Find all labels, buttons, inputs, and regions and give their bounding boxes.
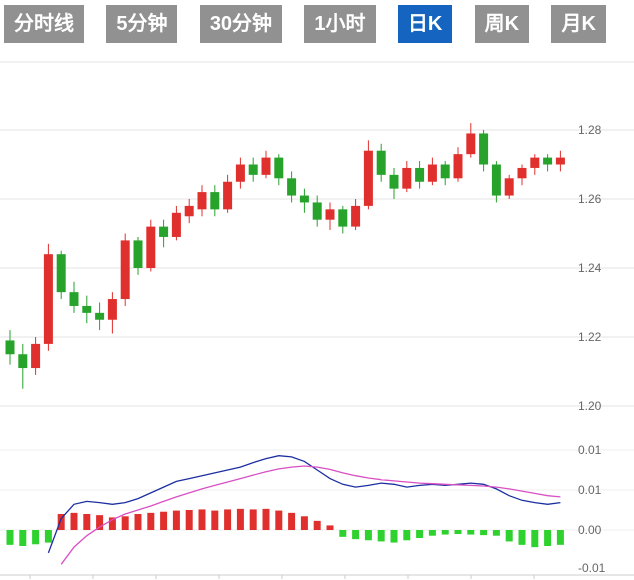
tab-daily-k[interactable]: 日K <box>397 5 453 43</box>
price-axis-label: 1.22 <box>578 330 602 344</box>
macd-lines <box>47 455 561 565</box>
tab-1hour[interactable]: 1小时 <box>304 5 376 43</box>
tab-5min[interactable]: 5分钟 <box>106 5 178 43</box>
price-axis-label: 1.20 <box>578 399 602 413</box>
candlestick-chart[interactable]: 1.28 1.26 1.24 1.22 1.20 0.01 0.01 0.00 -0.01 <box>0 50 634 580</box>
macd-axis-label: 0.01 <box>578 443 602 457</box>
macd-axis-label: 0.00 <box>578 523 602 537</box>
tab-weekly-k[interactable]: 周K <box>474 5 530 43</box>
macd-axis-label: 0.01 <box>578 483 602 497</box>
axis-labels: 1.28 1.26 1.24 1.22 1.20 0.01 0.01 0.00 -0.01 <box>578 123 606 575</box>
macd-axis-label: -0.01 <box>578 561 606 575</box>
price-axis-label: 1.28 <box>578 123 602 137</box>
tab-time-line[interactable]: 分时线 <box>4 5 84 43</box>
tab-30min[interactable]: 30分钟 <box>199 5 283 43</box>
grid-lines <box>0 61 634 579</box>
macd-histogram <box>6 508 564 548</box>
tab-monthly-k[interactable]: 月K <box>551 5 606 43</box>
candles <box>5 123 565 389</box>
timeframe-tabbar: 分时线 5分钟 30分钟 1小时 日K 周K 月K <box>0 0 634 43</box>
price-axis-label: 1.24 <box>578 261 602 275</box>
price-axis-label: 1.26 <box>578 192 602 206</box>
